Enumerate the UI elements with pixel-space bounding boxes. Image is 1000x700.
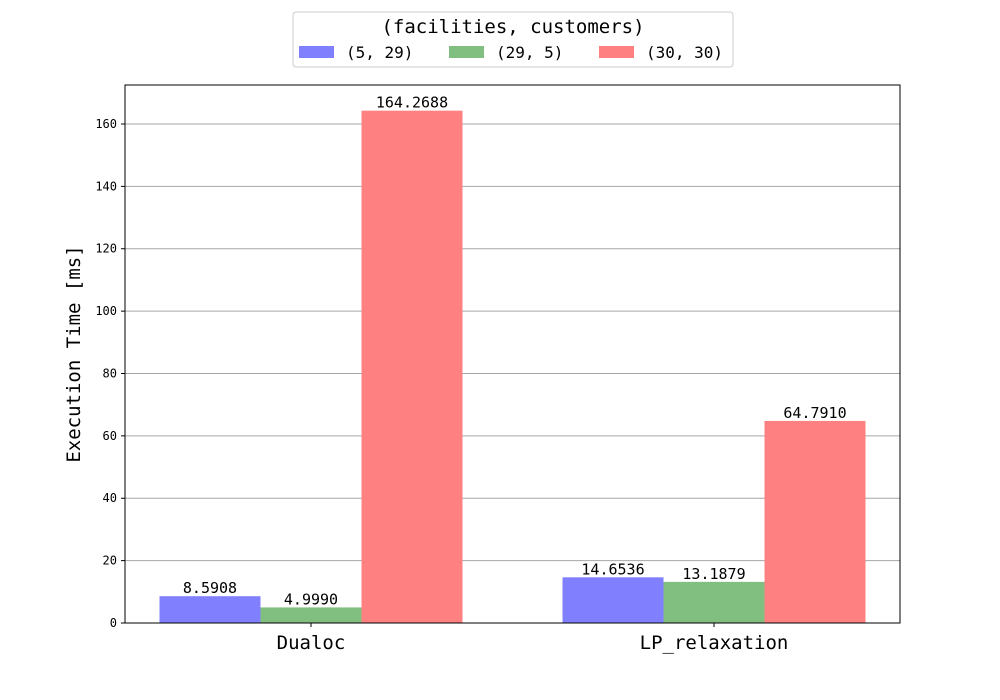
legend-title: (facilities, customers) [381,16,644,38]
bar-value-label: 13.1879 [682,565,745,583]
y-tick-label: 20 [103,554,117,568]
x-axis-ticks: Dualoc LP_relaxation [277,623,789,654]
y-tick-label: 100 [95,304,117,318]
legend-entries: (5, 29) (29, 5) (30, 30) [299,43,723,62]
bar-dualoc-series-1 [159,596,261,623]
plot-frame [124,84,901,624]
y-tick-label: 0 [110,616,117,630]
grid-lines [125,123,900,562]
legend-entry-label: (29, 5) [496,43,563,62]
bar-lp-relaxation-series-2 [663,581,765,623]
bar-dualoc-series-2 [260,607,362,623]
y-axis-label: Execution Time [ms] [63,245,85,462]
bar-lp-relaxation-series-1 [562,577,664,623]
y-tick-label: 120 [95,242,117,256]
x-tick-label: Dualoc [277,632,346,654]
value-labels: 8.5908 4.9990 164.2688 14.6536 13.1879 64.791… [183,94,847,609]
bar-value-label: 8.5908 [183,579,237,597]
bars [159,110,866,623]
y-tick-label: 160 [95,117,117,131]
y-axis-ticks: 0 20 40 60 80 100 120 140 160 [95,117,125,630]
y-tick-label: 140 [95,179,117,193]
y-tick-label: 80 [103,366,117,380]
bar-value-label: 64.7910 [783,404,846,422]
x-tick-label: LP_relaxation [640,632,789,654]
y-tick-label: 40 [103,491,117,505]
legend-swatch [599,46,634,58]
legend-entry-label: (30, 30) [646,43,723,62]
bar-value-label: 164.2688 [376,94,448,112]
bar-dualoc-series-3 [361,110,463,623]
legend-swatch [299,46,334,58]
legend: (facilities, customers) (5, 29) (29, 5) (3… [292,11,734,68]
legend-entry-label: (5, 29) [346,43,413,62]
bar-lp-relaxation-series-3 [764,420,866,623]
y-tick-label: 60 [103,429,117,443]
legend-swatch [449,46,484,58]
bar-value-label: 4.9990 [284,590,338,608]
bar-value-label: 14.6536 [581,560,644,578]
